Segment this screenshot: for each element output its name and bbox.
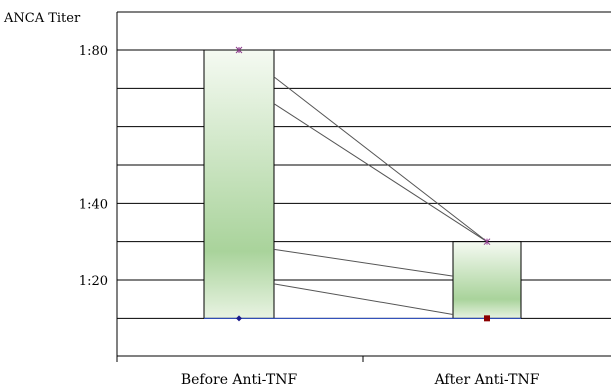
markers	[235, 46, 491, 322]
paired-line	[273, 103, 488, 243]
paired-line	[273, 283, 454, 315]
gridlines	[117, 11, 611, 319]
y-tick-labels: 1:80 1:40 1:20	[79, 44, 108, 289]
category-labels: Before Anti-TNF After Anti-TNF	[181, 372, 540, 388]
marker-after-max	[483, 238, 491, 246]
y-tick-label: 1:20	[79, 274, 108, 289]
bar-before	[203, 49, 275, 319]
marker-before-min	[236, 315, 242, 322]
paired-line	[273, 248, 454, 277]
category-label: Before Anti-TNF	[181, 372, 298, 388]
y-tick-label: 1:40	[79, 197, 108, 212]
y-axis-title: ANCA Titer	[3, 11, 81, 26]
marker-before-max	[235, 46, 243, 54]
paired-lines	[273, 76, 488, 315]
category-label: After Anti-TNF	[434, 372, 540, 388]
paired-line	[273, 76, 488, 243]
y-tick-label: 1:80	[79, 44, 108, 59]
bars	[203, 49, 522, 319]
marker-after-min	[484, 315, 490, 322]
bar-after	[452, 241, 522, 319]
